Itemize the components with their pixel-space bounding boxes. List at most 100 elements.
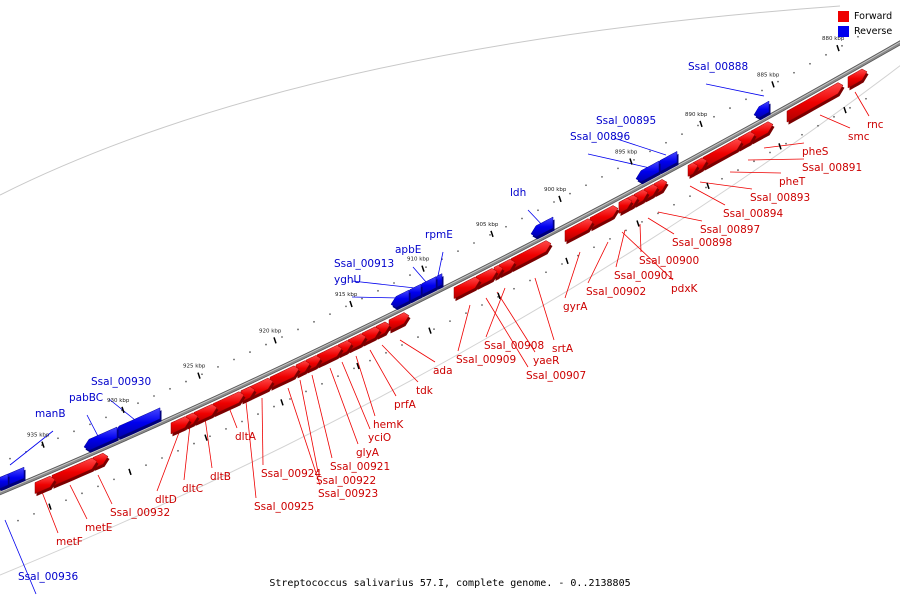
gene-yghU[interactable] xyxy=(390,289,411,310)
dot-lower xyxy=(641,220,643,223)
leader-Ssal_00924 xyxy=(261,397,264,466)
dot-lower xyxy=(17,519,19,522)
gene-metE[interactable] xyxy=(51,457,99,489)
leader-Ssal_00907 xyxy=(485,297,529,368)
gene-ada[interactable] xyxy=(388,312,411,334)
gene-Ssal_00909[interactable] xyxy=(453,276,482,302)
forward-swatch xyxy=(838,11,849,22)
gene-block xyxy=(702,138,743,169)
gene-Ssal_00894[interactable] xyxy=(687,162,700,179)
gene-rnc[interactable] xyxy=(847,68,869,91)
gene-label-gyrA: gyrA xyxy=(563,301,588,313)
gene-srtA[interactable] xyxy=(510,240,553,273)
gene-pheT[interactable] xyxy=(702,138,744,171)
gene-label-hemK: hemK xyxy=(373,419,404,431)
dot-lower xyxy=(705,186,707,189)
gene-dltA[interactable] xyxy=(212,391,246,418)
leader-rpmE xyxy=(437,251,444,277)
gene-metF[interactable] xyxy=(34,475,57,497)
tick-mark-upper xyxy=(41,441,45,448)
tick-mark-upper xyxy=(629,158,633,165)
tick-mark-lower xyxy=(565,257,569,265)
leader-yciO xyxy=(341,361,371,430)
leader-ada xyxy=(399,339,436,363)
legend-forward-label: Forward xyxy=(854,11,893,22)
dot-lower xyxy=(817,124,819,127)
backbone-highlight xyxy=(0,41,900,493)
gene-label-Ssal_00930: Ssal_00930 xyxy=(91,376,151,388)
dot-upper xyxy=(105,416,107,419)
gene-dltB[interactable] xyxy=(193,403,219,426)
dot-upper xyxy=(729,107,731,109)
tick-mark-lower xyxy=(280,399,284,406)
gene-smc[interactable] xyxy=(786,82,845,125)
gene-label-Ssal_00894: Ssal_00894 xyxy=(723,208,783,220)
dot-lower xyxy=(321,382,323,385)
gene-pheS[interactable] xyxy=(750,121,775,145)
gene-label-ada: ada xyxy=(433,365,453,377)
dot-lower xyxy=(865,97,867,100)
leader-smc xyxy=(819,114,851,129)
tick-mark-lower xyxy=(706,182,710,190)
tick-label: 900 kbp xyxy=(544,187,567,193)
genome-caption: Streptococcus salivarius 57.I, complete … xyxy=(269,578,631,589)
tick-mark-upper xyxy=(771,81,775,88)
dot-upper xyxy=(249,351,251,353)
leader-Ssal_00900 xyxy=(639,223,642,253)
gene-ldh[interactable] xyxy=(530,216,555,240)
gene-block xyxy=(618,197,633,214)
gene-label-pdxK: pdxK xyxy=(671,283,699,295)
dot-lower xyxy=(753,160,755,163)
leader-pheT xyxy=(729,171,782,174)
dot-upper xyxy=(57,437,59,440)
gene-label-metF: metF xyxy=(56,536,83,548)
dot-upper xyxy=(201,373,203,376)
legend-reverse: Reverse xyxy=(838,24,892,39)
tick-dots xyxy=(9,35,867,522)
gene-block xyxy=(786,82,844,123)
dot-lower xyxy=(449,320,451,323)
gene-dltD[interactable] xyxy=(170,416,192,437)
gene-block xyxy=(113,407,161,438)
dot-lower xyxy=(465,312,467,314)
gene-block xyxy=(589,205,619,230)
gene-pabBC[interactable] xyxy=(83,426,119,453)
dot-upper xyxy=(793,71,795,74)
gene-label-Ssal_00936: Ssal_00936 xyxy=(18,571,78,583)
dot-upper xyxy=(393,282,395,284)
gene-gyrA[interactable] xyxy=(564,218,595,245)
leader-Ssal_00895 xyxy=(613,137,667,156)
leader-Ssal_00925 xyxy=(245,401,257,499)
tick-mark-lower xyxy=(48,503,52,510)
gene-pdxK[interactable] xyxy=(618,197,634,216)
leader-Ssal_00909 xyxy=(457,304,471,352)
leader-Ssal_00888 xyxy=(705,83,765,97)
leader-gyrA xyxy=(564,251,581,299)
gene-Ssal_00888[interactable] xyxy=(753,100,771,121)
leader-dltB xyxy=(204,417,213,469)
dot-upper xyxy=(457,250,459,252)
gene-Ssal_00936[interactable] xyxy=(0,473,10,491)
gene-Ssal_00923[interactable] xyxy=(269,365,301,391)
dot-lower xyxy=(273,405,275,408)
dot-upper xyxy=(473,242,475,244)
dot-upper xyxy=(265,343,267,346)
reverse-swatch xyxy=(838,26,849,37)
leader-Ssal_00901 xyxy=(615,229,626,268)
dot-upper xyxy=(569,192,571,195)
dot-lower xyxy=(673,203,675,206)
gene-block xyxy=(390,289,410,308)
dot-lower xyxy=(833,115,835,118)
gene-label-prfA: prfA xyxy=(394,399,417,411)
tick-mark-lower xyxy=(636,220,640,227)
legend-reverse-label: Reverse xyxy=(854,26,893,37)
gene-Ssal_00896[interactable] xyxy=(635,160,661,185)
gene-block xyxy=(753,100,770,118)
gene-Ssal_00902[interactable] xyxy=(589,205,620,232)
dot-lower xyxy=(209,435,211,438)
gene-Ssal_00930[interactable] xyxy=(113,407,162,440)
dot-upper xyxy=(9,457,11,460)
gene-glyA[interactable] xyxy=(316,345,344,369)
tick-label: 890 kbp xyxy=(685,112,708,118)
